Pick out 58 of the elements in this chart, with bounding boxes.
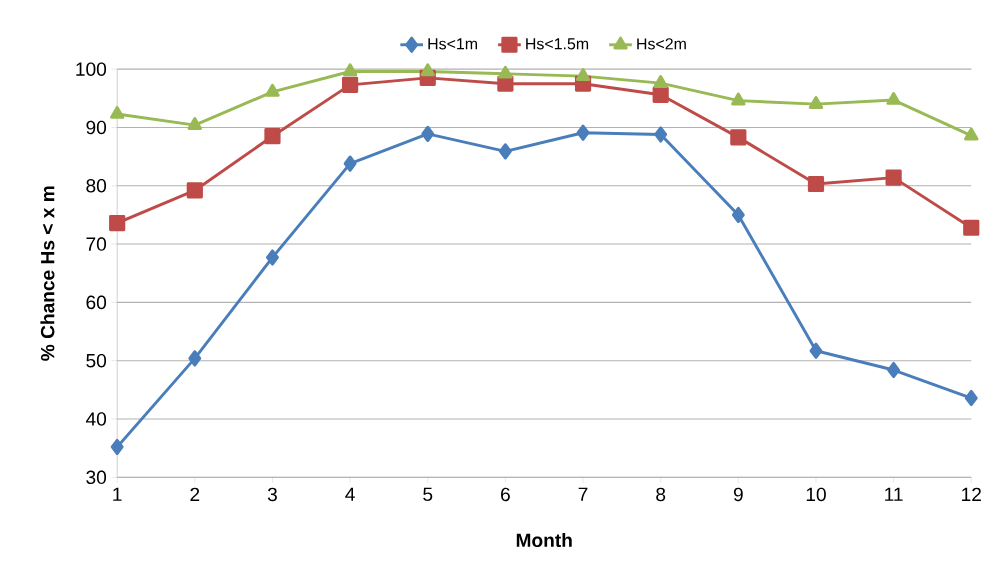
- x-tick-label: 7: [578, 487, 588, 501]
- point: [964, 127, 979, 141]
- point: [885, 169, 902, 186]
- y-tick-label: 90: [86, 120, 107, 135]
- point: [808, 96, 824, 109]
- point: [809, 342, 823, 359]
- point: [575, 68, 591, 81]
- x-tick-label: 6: [501, 487, 510, 502]
- x-tick-label: 4: [345, 487, 355, 501]
- point: [110, 438, 124, 456]
- point: [886, 91, 901, 105]
- x-tick-label: 11: [885, 487, 903, 501]
- point: [343, 155, 357, 172]
- point: [109, 105, 125, 119]
- point: [730, 129, 747, 146]
- y-tick-label: 70: [86, 237, 107, 251]
- point: [963, 219, 980, 236]
- legend-label: Hs<1.5m: [526, 38, 589, 50]
- point: [266, 249, 279, 266]
- point: [807, 175, 825, 193]
- point: [109, 214, 126, 232]
- x-tick-label: 12: [962, 487, 981, 502]
- point: [498, 143, 512, 160]
- x-tick-label: 3: [267, 487, 277, 502]
- point: [264, 128, 281, 145]
- point: [652, 86, 669, 103]
- point: [420, 63, 435, 77]
- point: [887, 361, 901, 379]
- point: [187, 117, 203, 130]
- x-tick-label: 10: [806, 487, 826, 502]
- point: [265, 83, 280, 97]
- x-axis-title: Month: [516, 533, 572, 548]
- x-tick-label: 1: [113, 487, 122, 501]
- point: [964, 389, 978, 407]
- point: [188, 350, 202, 367]
- y-tick-label: 50: [86, 353, 107, 368]
- y-tick-label: 80: [86, 179, 107, 193]
- y-tick-label: 30: [86, 470, 107, 485]
- legend-label: Hs<2m: [637, 38, 686, 50]
- y-tick-label: 100: [76, 62, 107, 76]
- x-tick-label: 9: [733, 487, 743, 502]
- point: [421, 125, 435, 142]
- point: [576, 124, 590, 141]
- y-tick-label: 60: [86, 295, 107, 310]
- point: [342, 63, 358, 77]
- point: [731, 206, 745, 224]
- x-tick-label: 8: [656, 487, 666, 502]
- x-tick-label: 5: [423, 487, 433, 502]
- point: [653, 75, 668, 88]
- point: [342, 76, 359, 93]
- x-tick-label: 2: [190, 487, 200, 502]
- legend-label: Hs<1m: [428, 38, 477, 50]
- point: [654, 126, 668, 143]
- point: [498, 65, 513, 79]
- y-axis-title: % Chance Hs < x m: [40, 186, 55, 361]
- point: [731, 92, 746, 106]
- point: [186, 182, 203, 199]
- y-tick-label: 40: [85, 412, 107, 426]
